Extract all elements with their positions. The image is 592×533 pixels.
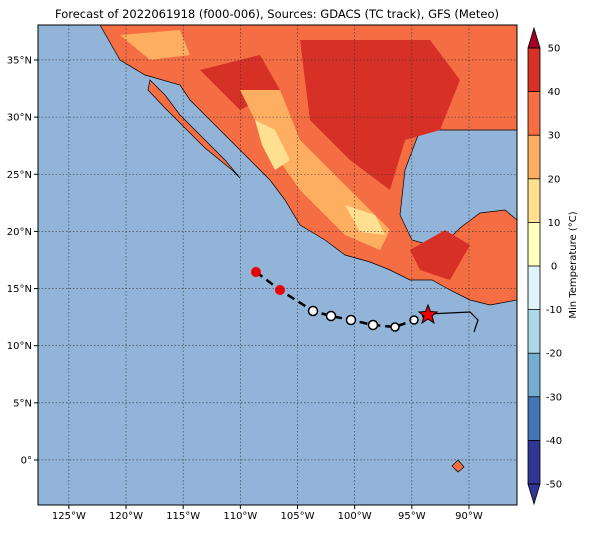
warm-region: [200, 40, 470, 280]
storm-symbol: [345, 314, 357, 326]
colorbar-band: [528, 309, 540, 354]
colorbar: -50 -40 -30 -20 -10 0 10 20 30 40 50: [527, 26, 562, 506]
y-tick-label: 0°: [21, 455, 32, 466]
colorbar-tick-label: -10: [546, 305, 562, 316]
colorbar-band: [528, 91, 540, 136]
x-tick-label: 90°W: [455, 511, 483, 522]
colorbar-tick-label: -40: [546, 436, 562, 447]
baja-peninsula: [147, 79, 241, 179]
colorbar-tick-label: -50: [546, 480, 562, 491]
colorbar-tick-label: 0: [551, 262, 557, 273]
x-tick-label: 120°W: [109, 511, 143, 522]
x-tick-label: 125°W: [52, 511, 86, 522]
y-tick-label: 5°N: [13, 398, 32, 409]
title: Forecast of 2022061918 (f000-006), Sourc…: [55, 7, 499, 21]
colorbar-label: Min Temperature (°C): [568, 211, 579, 318]
colorbar-band: [528, 135, 540, 179]
cool-highlands: [120, 30, 390, 250]
colorbar-band: [528, 396, 540, 441]
storm-symbol: [307, 305, 319, 317]
storm-symbol: [390, 322, 400, 332]
storm-symbol: [409, 315, 419, 325]
high-elevation: [255, 120, 385, 235]
x-tick-label: 110°W: [223, 511, 257, 522]
storm-symbol: [275, 285, 285, 295]
storm-symbol: [325, 310, 337, 322]
colorbar-tick-label: 40: [548, 87, 561, 98]
colorbar-band: [528, 353, 540, 397]
current-position: [417, 303, 439, 325]
colorbar-tick-label: 20: [548, 174, 561, 185]
colorbar-tick-label: -30: [546, 392, 562, 403]
colorbar-tick-label: 30: [548, 131, 561, 142]
colorbar-band: [528, 178, 540, 223]
colorbar-extend-high: [527, 26, 541, 49]
x-tick-label: 95°W: [398, 511, 426, 522]
y-tick-label: 15°N: [7, 284, 32, 295]
colorbar-band: [528, 440, 540, 484]
y-tick-label: 35°N: [7, 55, 32, 66]
map-frame: [37, 24, 518, 506]
colorbar-band: [528, 222, 540, 266]
tc-track: [251, 267, 479, 333]
colorbar-band: [528, 48, 540, 92]
grid: [38, 25, 517, 505]
colorbar-tick-label: -20: [546, 349, 562, 360]
storm-symbol: [251, 267, 261, 277]
island: [451, 459, 465, 473]
map-area: [37, 24, 518, 506]
y-tick-label: 30°N: [7, 113, 32, 124]
colorbar-band: [528, 266, 540, 310]
colorbar-extend-low: [527, 483, 541, 506]
track-extension: [427, 311, 479, 333]
x-tick-label: 105°W: [281, 511, 315, 522]
y-tick-label: 10°N: [7, 341, 32, 352]
x-tick-label: 115°W: [166, 511, 200, 522]
x-tick-label: 100°W: [338, 511, 372, 522]
colorbar-tick-label: 50: [548, 44, 561, 55]
storm-symbol: [367, 319, 379, 331]
y-tick-label: 25°N: [7, 170, 32, 181]
colorbar-tick-label: 10: [548, 218, 561, 229]
y-tick-label: 20°N: [7, 227, 32, 238]
